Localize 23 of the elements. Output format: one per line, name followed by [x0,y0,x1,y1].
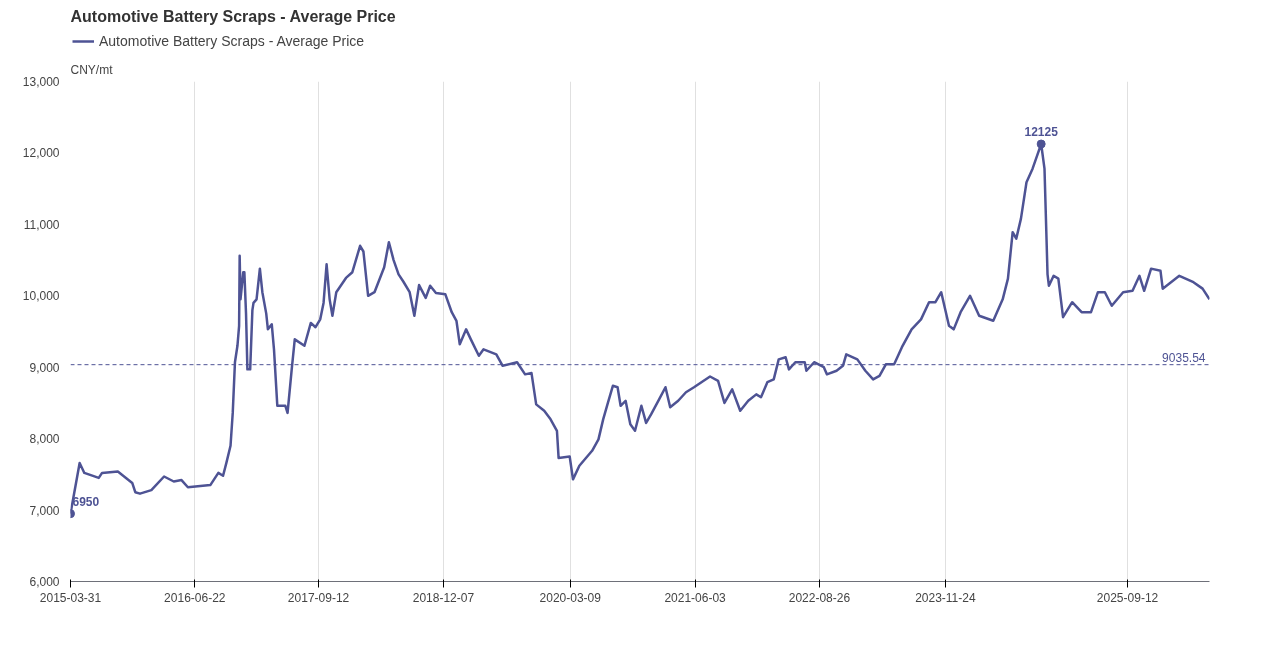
x-tick-label: 2016-06-22 [164,590,226,605]
x-tick-label: 2015-03-31 [39,590,102,605]
annotation: 6950 [72,494,100,509]
legend-label: Automotive Battery Scraps - Average Price [99,33,365,49]
y-tick-label: 6,000 [29,575,60,589]
x-tick-label: 2023-11-24 [915,590,976,605]
x-tick-label: 2017-09-12 [287,590,350,605]
y-tick-label: 8,000 [29,432,60,447]
x-tick-label: 2020-03-09 [539,590,602,605]
y-tick-label: 12,000 [22,146,60,161]
y-tick-label: 13,000 [22,75,60,89]
y-tick-label: 7,000 [29,503,60,518]
ref-line-label: 9035.54 [1162,350,1206,365]
x-tick-label: 2018-12-07 [412,590,475,605]
x-tick-label: 2022-08-26 [788,590,851,605]
annotation: 12125 [1024,125,1059,139]
x-tick-label: 2025-09-12 [1096,590,1159,605]
chart-title: Automotive Battery Scraps - Average Price [70,7,396,25]
y-tick-label: 11,000 [23,217,60,232]
x-tick-label: 2021-06-03 [664,590,727,605]
y-tick-label: 9,000 [29,360,60,375]
y-tick-label: 10,000 [22,289,60,304]
y-axis-title: CNY/mt [70,62,114,77]
